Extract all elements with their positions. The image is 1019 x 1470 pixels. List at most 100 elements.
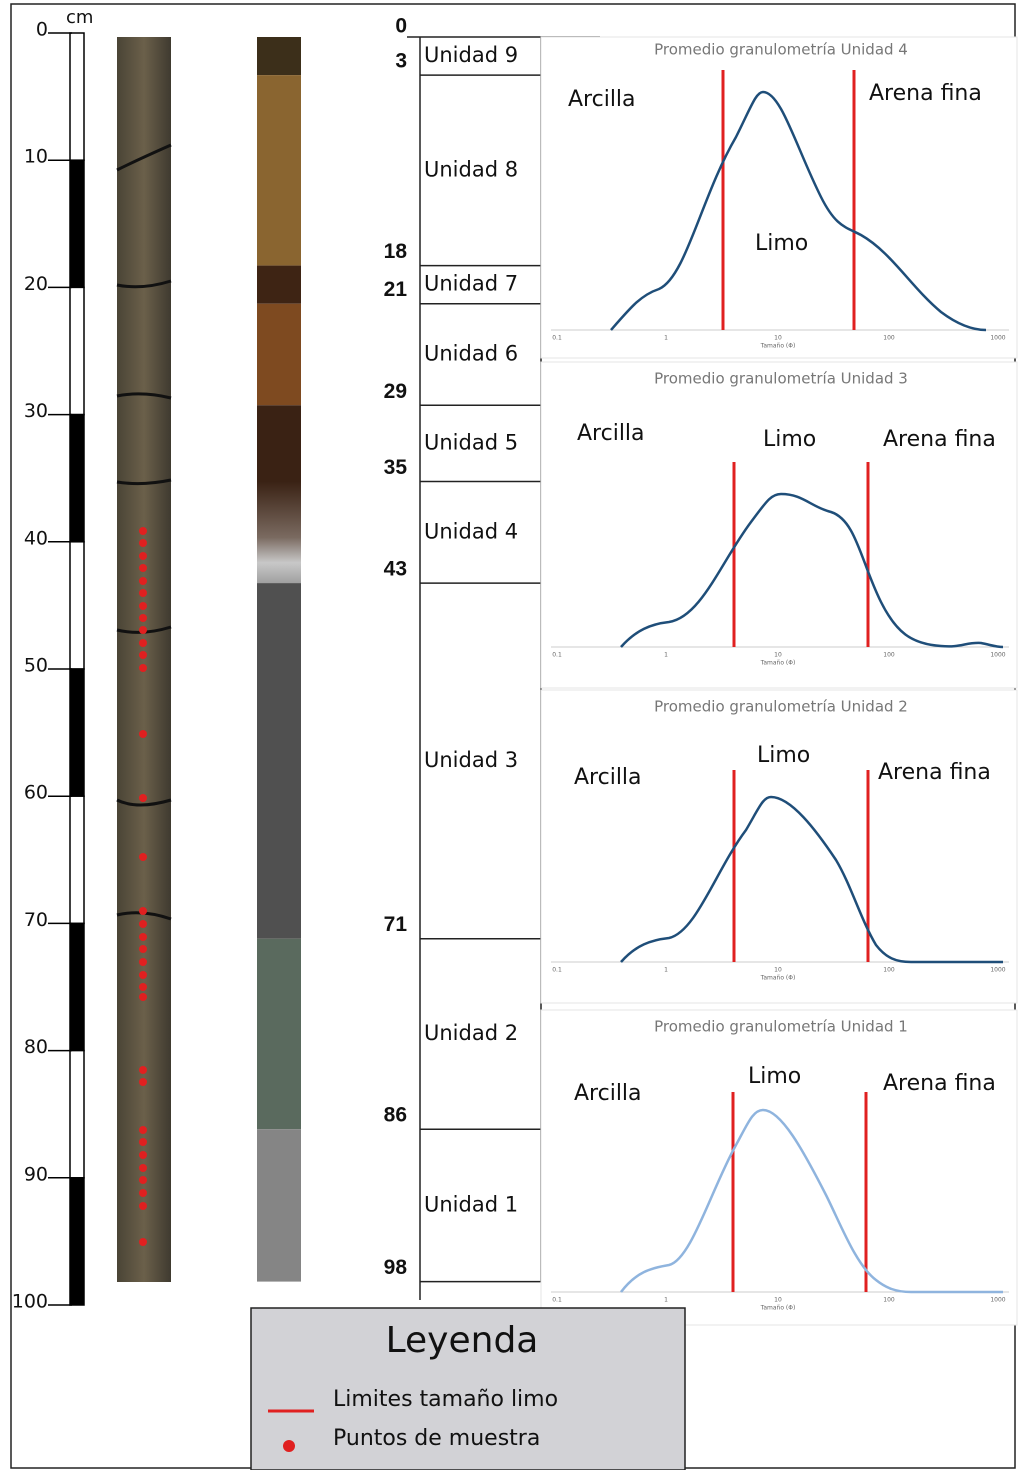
sample-point: [139, 639, 147, 647]
sample-point: [139, 920, 147, 928]
distribution-curve: [620, 795, 1003, 964]
sample-point: [139, 614, 147, 622]
sample-point: [139, 730, 147, 738]
sample-point: [139, 1202, 147, 1210]
sample-point: [139, 945, 147, 953]
sample-point: [139, 564, 147, 572]
sample-point: [139, 1066, 147, 1074]
x-tick-label: 1: [664, 652, 668, 659]
unit-layer: [257, 481, 301, 584]
graph-title: Promedio granulometría Unidad 3: [654, 370, 908, 388]
unit-label: Unidad 4: [424, 519, 518, 543]
x-tick-label: 1000: [990, 335, 1005, 342]
graph-title: Promedio granulometría Unidad 4: [654, 41, 908, 59]
depth-scale: cm 0 10 20 30 40 50 60 70 80 90 100: [12, 7, 94, 1313]
boundary-label: 71: [384, 913, 408, 936]
unit-label: Unidad 6: [424, 342, 518, 366]
x-tick-label: 100: [883, 335, 895, 342]
sample-point: [139, 664, 147, 672]
sample-point: [139, 1176, 147, 1184]
x-tick-label: 1: [664, 1297, 668, 1304]
scale-tick-label: 90: [24, 1163, 48, 1185]
legend-box: [250, 1307, 686, 1470]
scale-tick-label: 70: [24, 909, 48, 931]
x-tick-label: 10: [774, 1297, 782, 1304]
distribution-curve: [620, 1108, 1003, 1294]
grain-label: Arena fina: [878, 760, 991, 785]
sample-points: [139, 527, 147, 1246]
scale-block: [69, 1177, 85, 1306]
sample-point: [139, 1238, 147, 1246]
x-tick-label: 10: [774, 652, 782, 659]
boundary-label: 18: [384, 240, 408, 263]
boundary-label: 98: [384, 1256, 408, 1279]
unit-label: Unidad 2: [424, 1021, 518, 1045]
grain-label: Arcilla: [568, 87, 636, 112]
scale-tick-label: 50: [24, 655, 48, 677]
scale-unit: cm: [66, 7, 93, 28]
grain-label: Limo: [763, 427, 816, 452]
units: 0 3 18 21 29 35 43 71 86 98 Unidad 9 Unidad 8 Unidad…: [384, 15, 541, 1283]
grain-label: Arena fina: [883, 1071, 996, 1096]
grain-label: Arcilla: [577, 421, 645, 446]
sample-point: [139, 983, 147, 991]
sample-point: [139, 602, 147, 610]
unit-layer: [257, 583, 301, 939]
sample-point: [139, 1151, 147, 1159]
sample-point: [139, 1078, 147, 1086]
unit-label: Unidad 9: [424, 43, 518, 67]
sample-point: [139, 958, 147, 966]
sample-point: [139, 971, 147, 979]
boundary-label: 3: [395, 50, 407, 73]
grain-label: Limo: [748, 1064, 801, 1089]
unit-label: Unidad 3: [424, 748, 518, 772]
core-cracks: [116, 143, 172, 921]
scale-tick-label: 20: [24, 273, 48, 295]
scale-tick-label: 60: [24, 782, 48, 804]
graph-panel: Promedio granulometría Unidad 2 Arcilla Li…: [540, 689, 1018, 1004]
boundary-label: 35: [384, 456, 408, 479]
x-axis-label: Tamaño (Φ): [760, 975, 796, 982]
legend-title: Leyenda: [386, 1320, 539, 1361]
unit-layer: [257, 265, 301, 304]
x-axis-label: Tamaño (Φ): [760, 660, 796, 667]
graph-title: Promedio granulometría Unidad 1: [654, 1018, 908, 1036]
x-tick-label: 10: [774, 335, 782, 342]
scale-tick-label: 30: [24, 400, 48, 422]
sample-point: [139, 853, 147, 861]
x-tick-label: 1: [664, 967, 668, 974]
x-tick-label: 100: [883, 1297, 895, 1304]
sample-point: [139, 626, 147, 634]
x-tick-label: 1: [664, 335, 668, 342]
panel-bg: [540, 36, 1018, 359]
sample-point: [139, 589, 147, 597]
legend-item: Limites tamaño limo: [333, 1387, 558, 1412]
scale-tick-label: 40: [24, 527, 48, 549]
x-tick-label: 0.1: [552, 1297, 562, 1304]
graph-title: Promedio granulometría Unidad 2: [654, 698, 908, 716]
panel-bg: [540, 1009, 1018, 1326]
legend-item: Puntos de muestra: [333, 1426, 540, 1451]
sample-point: [139, 1138, 147, 1146]
scale-tick-label: 80: [24, 1036, 48, 1058]
unit-layer: [257, 1129, 301, 1282]
sample-point: [139, 577, 147, 585]
scale-block: [69, 922, 85, 1052]
scale-block: [69, 1049, 85, 1179]
x-tick-label: 0.1: [552, 335, 562, 342]
scale-tick-label: 100: [12, 1291, 48, 1313]
x-tick-label: 1000: [990, 967, 1005, 974]
sample-point: [139, 1126, 147, 1134]
distribution-curve: [620, 492, 1004, 649]
unit-label: Unidad 1: [424, 1192, 518, 1216]
x-tick-label: 0.1: [552, 652, 562, 659]
sample-point: [139, 552, 147, 560]
unit-label: Unidad 7: [424, 272, 518, 296]
color-column: [257, 37, 301, 1282]
sample-point: [139, 539, 147, 547]
unit-layer: [257, 303, 301, 406]
scale-block: [69, 413, 85, 543]
grain-label: Limo: [755, 231, 808, 256]
sample-point: [139, 1189, 147, 1197]
sample-point: [139, 527, 147, 535]
